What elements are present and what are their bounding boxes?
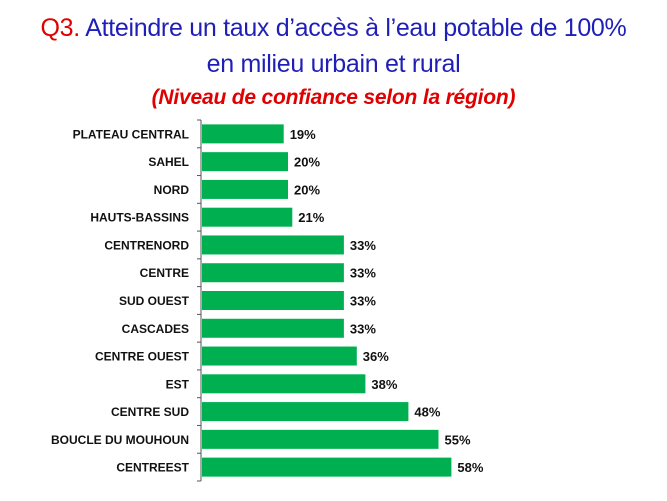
bar: [202, 402, 409, 422]
bar: [202, 346, 357, 366]
category-label: BOUCLE DU MOUHOUN: [51, 433, 189, 447]
data-label: 38%: [371, 377, 397, 392]
category-label: CENTREEST: [116, 461, 189, 475]
chart-title-text: Atteindre un taux d’accès à l’eau potabl…: [79, 14, 627, 42]
bar: [202, 124, 284, 144]
bar: [202, 152, 288, 172]
category-label: CENTRE OUEST: [95, 350, 190, 364]
bar: [202, 318, 344, 338]
data-label: 36%: [363, 349, 389, 364]
chart-subtitle: (Niveau de confiance selon la région): [151, 86, 516, 109]
category-label: HAUTS-BASSINS: [90, 211, 189, 225]
bar: [202, 457, 452, 477]
chart-title-line-1: Q3. Atteindre un taux d’accès à l’eau po…: [0, 14, 667, 43]
bar: [202, 207, 293, 227]
bar: [202, 235, 344, 255]
data-label: 20%: [294, 182, 320, 197]
data-label: 48%: [414, 405, 440, 420]
bar: [202, 291, 344, 310]
bar: [202, 179, 288, 199]
category-label: NORD: [154, 183, 190, 197]
category-labels: PLATEAU CENTRAL SAHEL NORD HAUTS-BASSINS CEN…: [51, 127, 190, 474]
category-label: CENTRE: [140, 266, 189, 280]
chart-title-line-2: en milieu urbain et rural: [206, 50, 461, 78]
question-number: Q3.: [40, 14, 81, 42]
category-label: CASCADES: [122, 322, 189, 336]
category-axis-ticks: [197, 119, 201, 482]
category-label: CENTRENORD: [104, 238, 189, 252]
category-label: EST: [166, 377, 190, 391]
data-label: 33%: [350, 266, 376, 281]
category-label: SUD OUEST: [119, 294, 190, 308]
data-label: 33%: [350, 294, 376, 309]
data-label: 33%: [350, 238, 376, 253]
data-label: 33%: [350, 321, 376, 336]
data-label: 19%: [290, 127, 316, 142]
bar: [202, 263, 344, 283]
category-label: CENTRE SUD: [111, 405, 189, 419]
category-label: SAHEL: [148, 155, 189, 169]
data-label: 55%: [445, 432, 471, 447]
bar: [202, 374, 366, 394]
data-label: 20%: [294, 155, 320, 170]
bar: [202, 429, 439, 449]
data-label: 21%: [298, 210, 324, 225]
value-labels: 19% 20% 20% 21% 33% 33% 33% 33% 36% 38% 48% 55% 58%: [290, 127, 484, 475]
data-label: 58%: [457, 460, 483, 475]
bars-group: [202, 124, 452, 477]
category-label: PLATEAU CENTRAL: [73, 127, 189, 141]
